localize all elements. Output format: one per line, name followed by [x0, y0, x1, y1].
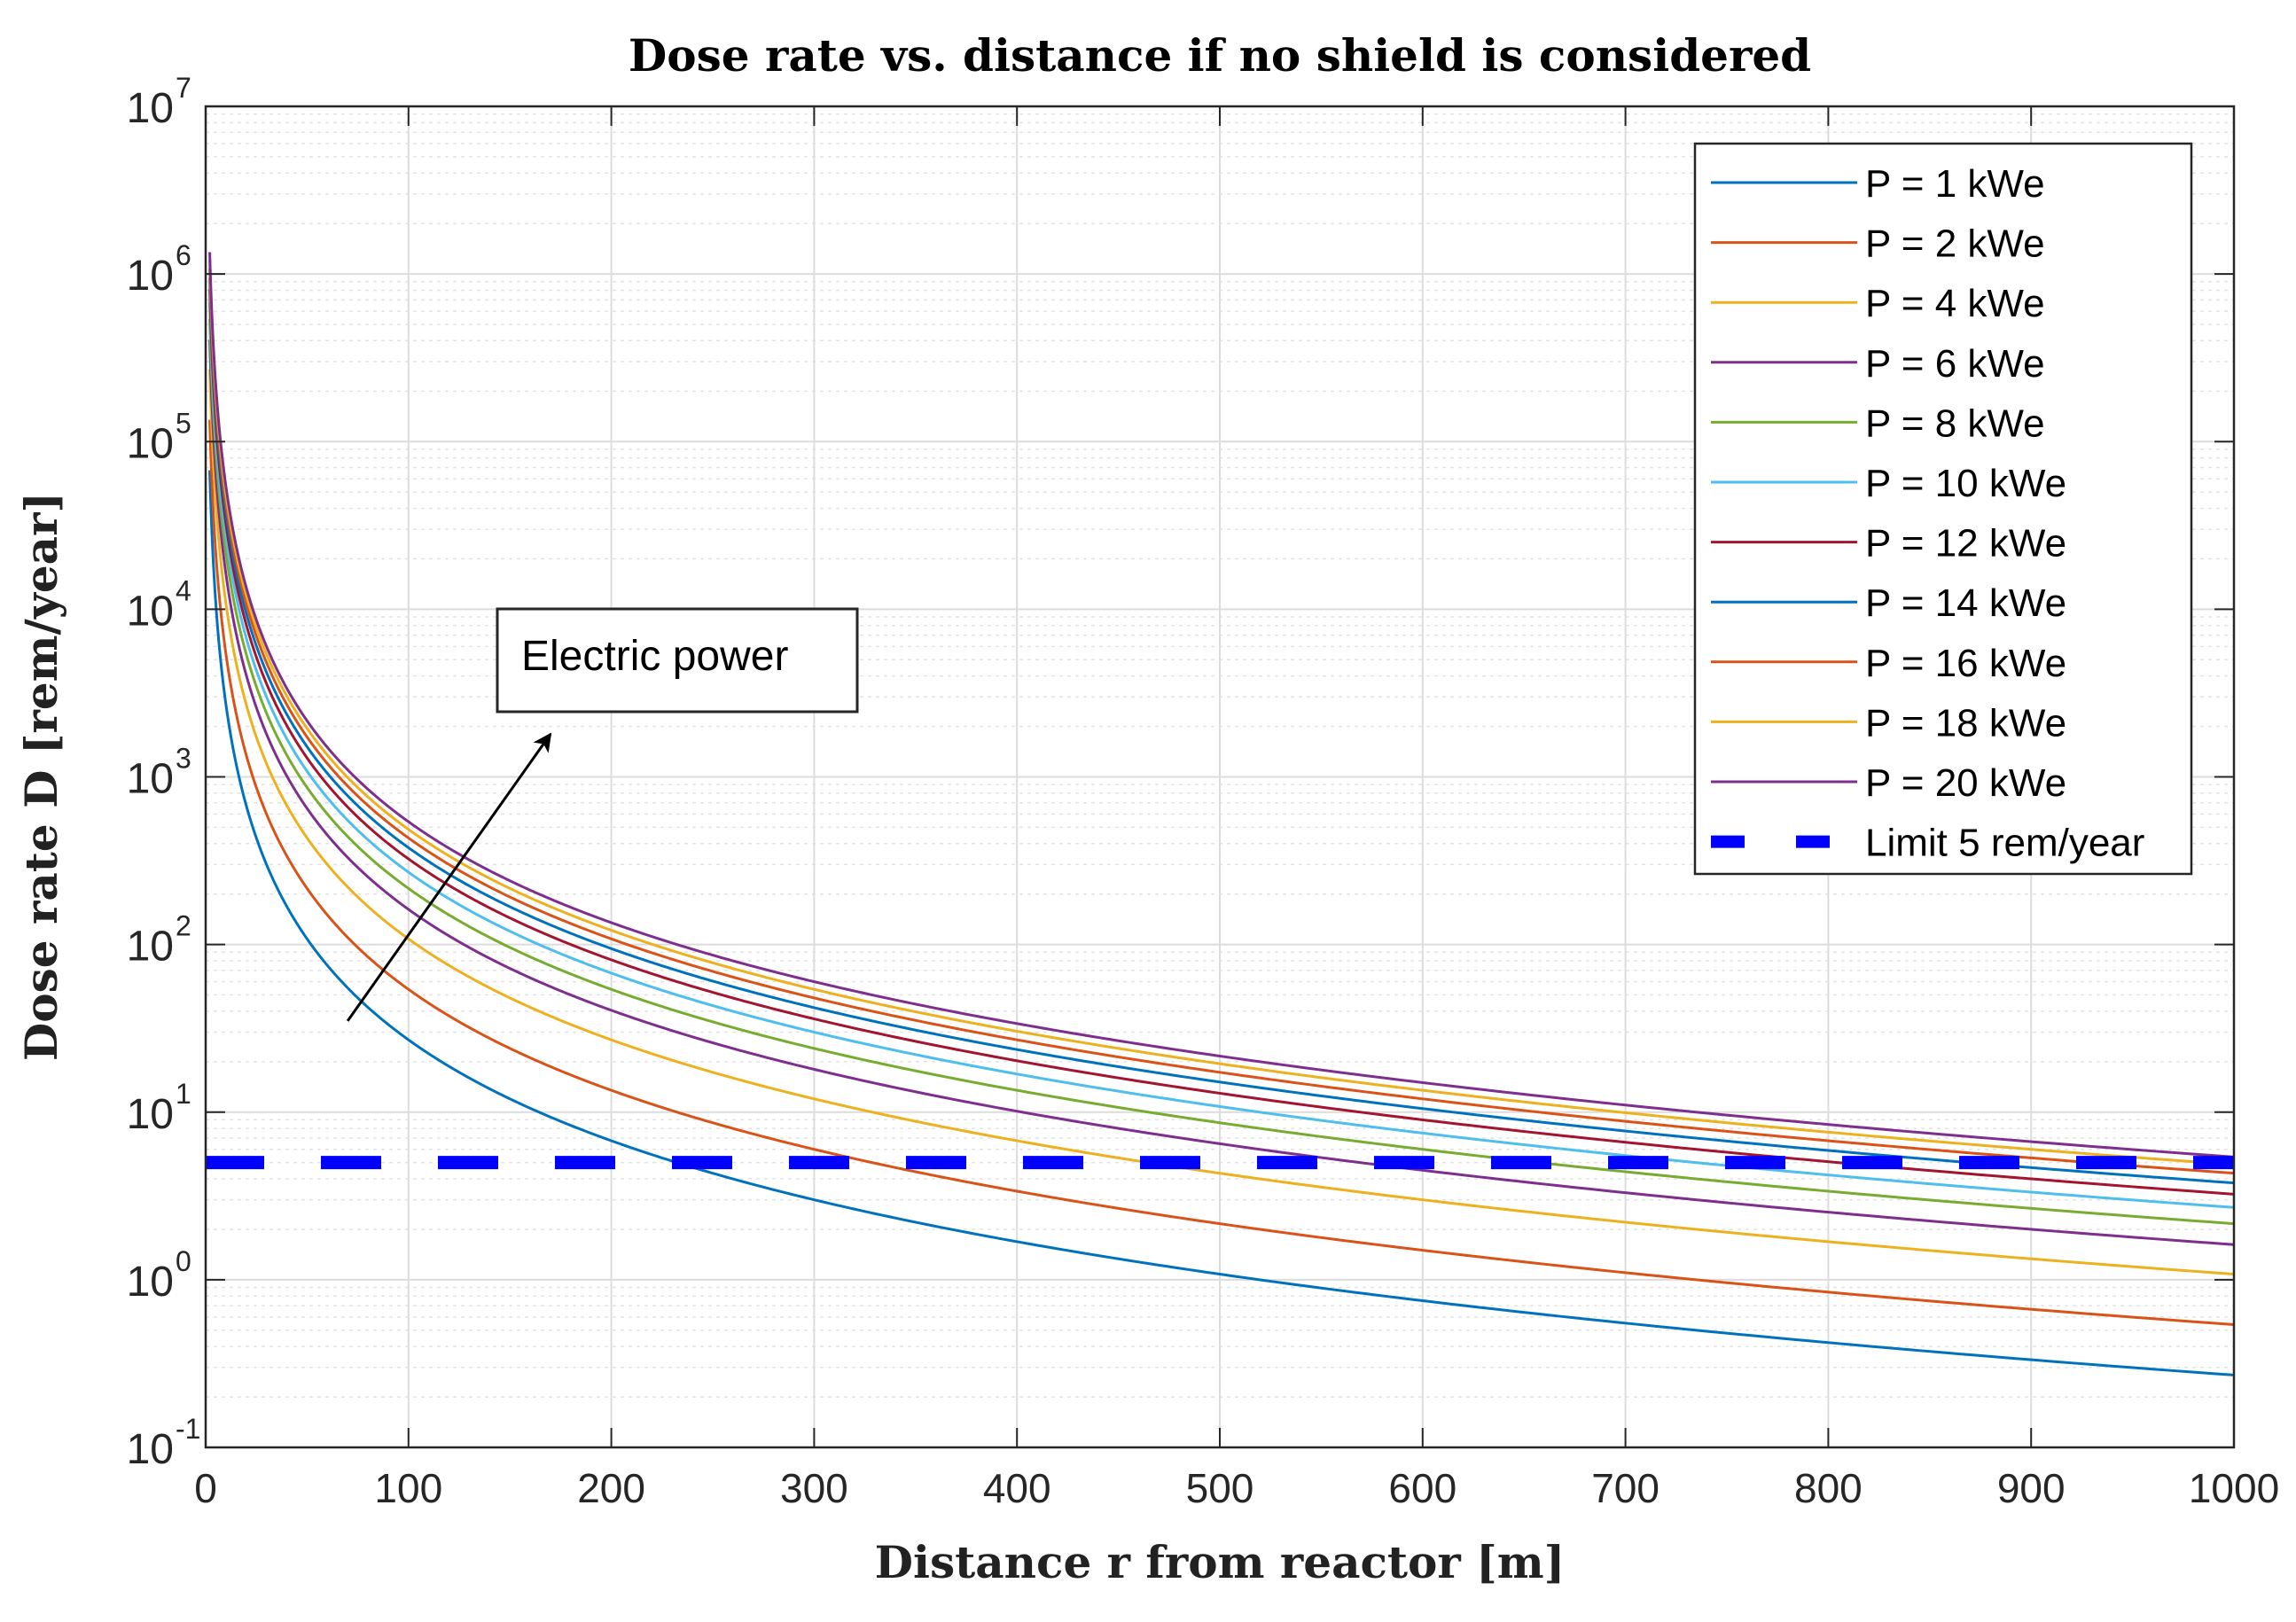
- x-tick-label: 200: [577, 1465, 645, 1511]
- legend-item: P = 4 kWe: [1711, 282, 2045, 325]
- y-tick-exponent: 1: [176, 1078, 191, 1110]
- y-tick-label: 10 1: [127, 1078, 191, 1138]
- chart-title: Dose rate vs. distance if no shield is c…: [629, 29, 1811, 82]
- legend-label: P = 20 kWe: [1865, 761, 2066, 805]
- legend-item: P = 18 kWe: [1711, 701, 2066, 745]
- series-line: [208, 318, 2234, 1226]
- legend-box: [1693, 142, 2193, 876]
- x-tick-label: 1000: [2189, 1465, 2279, 1511]
- y-tick-exponent: -1: [176, 1413, 200, 1445]
- legend-item: P = 6 kWe: [1711, 342, 2045, 386]
- y-tick-exponent: 3: [176, 743, 191, 775]
- x-axis-label: Distance r from reactor [m]: [875, 1536, 1566, 1588]
- y-tick-exponent: 5: [176, 407, 191, 439]
- y-tick-base: 10: [127, 756, 174, 803]
- y-tick-label: 10 6: [127, 239, 191, 300]
- series-line: [208, 339, 2234, 1246]
- y-tick-base: 10: [127, 1426, 174, 1473]
- x-tick-label: 400: [983, 1465, 1051, 1511]
- legend-label: P = 2 kWe: [1865, 222, 2045, 266]
- y-tick-base: 10: [127, 85, 174, 132]
- series-line: [208, 419, 2234, 1326]
- y-tick-base: 10: [127, 420, 174, 467]
- series-line: [208, 470, 2234, 1376]
- x-tick-label: 0: [194, 1465, 217, 1511]
- legend-label: P = 10 kWe: [1865, 462, 2066, 505]
- series-line: [208, 252, 2234, 1158]
- y-tick-label: 10 5: [127, 407, 191, 467]
- x-tick-label: 500: [1186, 1465, 1254, 1511]
- y-tick-base: 10: [127, 253, 174, 300]
- x-tick-label: 100: [374, 1465, 442, 1511]
- annotation-text: Electric power: [521, 633, 788, 680]
- y-tick-label: 10 4: [127, 574, 191, 635]
- annotation-arrow: [346, 732, 552, 1022]
- legend-item: P = 10 kWe: [1711, 462, 2066, 505]
- legend-item: Limit 5 rem/year: [1711, 822, 2144, 865]
- legend-label: Limit 5 rem/year: [1865, 822, 2144, 865]
- x-tick-label: 800: [1794, 1465, 1863, 1511]
- y-tick-base: 10: [127, 924, 174, 971]
- y-tick-base: 10: [127, 1259, 174, 1306]
- x-tick-label: 600: [1388, 1465, 1456, 1511]
- y-tick-base: 10: [127, 1091, 174, 1138]
- y-tick-label: 10 0: [127, 1245, 191, 1306]
- legend-label: P = 14 kWe: [1865, 581, 2066, 625]
- legend-label: P = 18 kWe: [1865, 701, 2066, 745]
- y-tick-label: 10 7: [127, 72, 191, 132]
- legend: P = 1 kWe P = 2 kWe P = 4 kWe P = 6 kWe P = …: [1693, 142, 2193, 876]
- legend-item: P = 8 kWe: [1711, 402, 2045, 445]
- y-tick-label: 10 3: [127, 743, 191, 803]
- y-tick-base: 10: [127, 588, 174, 635]
- x-tick-label: 300: [780, 1465, 848, 1511]
- legend-label: P = 4 kWe: [1865, 282, 2045, 325]
- legend-item: P = 16 kWe: [1711, 642, 2066, 685]
- legend-label: P = 1 kWe: [1865, 162, 2045, 206]
- annotation-box: [496, 607, 859, 714]
- y-tick-exponent: 6: [176, 239, 191, 271]
- series-lines: [208, 252, 2234, 1376]
- x-tick-label: 900: [1997, 1465, 2066, 1511]
- y-tick-exponent: 0: [176, 1245, 191, 1277]
- legend-item: P = 2 kWe: [1711, 222, 2045, 266]
- series-line: [208, 369, 2234, 1276]
- x-tick-labels: 0 100 200 300 400 500 600 700 800 900 1000: [194, 1465, 2279, 1511]
- legend-label: P = 8 kWe: [1865, 402, 2045, 445]
- legend-label: P = 16 kWe: [1865, 642, 2066, 685]
- legend-label: P = 12 kWe: [1865, 522, 2066, 565]
- legend-item: P = 1 kWe: [1711, 162, 2045, 206]
- y-tick-label: 10 2: [127, 910, 191, 971]
- legend-item: P = 14 kWe: [1711, 581, 2066, 625]
- y-tick-exponent: 4: [176, 574, 191, 606]
- y-tick-label: 10 -1: [127, 1413, 201, 1473]
- axis-ticks: [205, 105, 2235, 1448]
- y-tick-exponent: 2: [176, 910, 191, 942]
- legend-item: P = 12 kWe: [1711, 522, 2066, 565]
- y-tick-exponent: 7: [176, 72, 191, 104]
- x-tick-label: 700: [1591, 1465, 1660, 1511]
- legend-item: P = 20 kWe: [1711, 761, 2066, 805]
- annotation-electric-power: Electric power: [346, 607, 859, 1022]
- legend-label: P = 6 kWe: [1865, 342, 2045, 386]
- y-axis-label: Dose rate D [rem/year]: [15, 492, 67, 1061]
